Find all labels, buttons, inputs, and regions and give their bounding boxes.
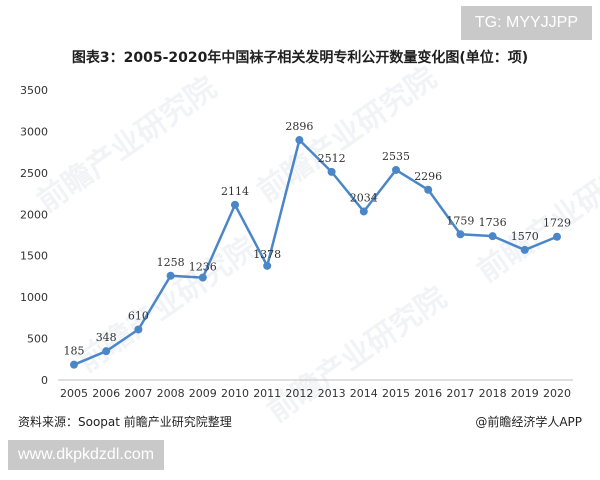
data-point (327, 167, 336, 176)
y-tick-label: 1500 (20, 250, 48, 263)
data-label: 348 (96, 331, 117, 344)
x-tick-label: 2008 (157, 387, 185, 400)
y-tick-label: 500 (27, 333, 48, 346)
y-tick-label: 3500 (20, 84, 48, 97)
x-tick-label: 2014 (350, 387, 378, 400)
data-point (231, 200, 239, 209)
data-label: 1759 (446, 214, 474, 227)
data-point (70, 360, 78, 369)
data-point (359, 207, 368, 216)
y-tick-label: 2000 (20, 208, 48, 221)
x-tick-label: 2017 (446, 387, 474, 400)
data-point (295, 136, 304, 145)
data-label: 2535 (382, 150, 410, 163)
data-point (520, 245, 529, 254)
x-tick-label: 2006 (92, 387, 120, 400)
data-label: 2512 (318, 152, 346, 165)
data-point (553, 232, 561, 241)
data-label: 1736 (479, 216, 507, 229)
data-label: 2034 (350, 191, 378, 204)
x-tick-label: 2020 (543, 387, 571, 400)
channel-tag: TG: MYYJJPP (460, 6, 592, 40)
series-line (73, 138, 558, 366)
source-note: 资料来源：Soopat 前瞻产业研究院整理 (18, 415, 232, 429)
x-tick-label: 2018 (479, 387, 507, 400)
data-label: 2296 (414, 170, 442, 183)
data-label: 1258 (157, 256, 185, 269)
x-tick-label: 2013 (318, 387, 346, 400)
site-url: www.dkpkdzdl.com (8, 440, 165, 470)
y-tick-label: 3000 (20, 125, 48, 138)
data-point (488, 232, 497, 241)
data-label: 1570 (511, 230, 539, 243)
data-point (456, 230, 465, 239)
x-tick-label: 2009 (189, 387, 217, 400)
data-label: 2896 (285, 120, 313, 133)
credit-note: @前瞻经济学人APP (475, 415, 582, 429)
data-label: 1729 (543, 217, 571, 230)
data-point (134, 325, 143, 334)
x-tick-label: 2011 (253, 387, 281, 400)
data-label: 1236 (189, 261, 217, 274)
y-tick-label: 2500 (20, 167, 48, 180)
data-point (392, 165, 400, 174)
x-tick-label: 2015 (382, 387, 410, 400)
x-tick-label: 2016 (414, 387, 442, 400)
data-point (102, 347, 111, 356)
data-label: 185 (64, 345, 85, 358)
x-tick-label: 2007 (124, 387, 152, 400)
y-tick-label: 0 (41, 374, 48, 387)
data-point (424, 185, 433, 194)
data-point (166, 271, 175, 280)
data-point (198, 273, 207, 282)
data-label: 2114 (221, 185, 249, 198)
x-tick-label: 2010 (221, 387, 249, 400)
data-label: 1378 (253, 248, 281, 261)
x-tick-label: 2012 (285, 387, 313, 400)
x-tick-label: 2019 (511, 387, 539, 400)
chart-title: 图表3：2005-2020年中国袜子相关发明专利公开数量变化图(单位：项) (71, 50, 529, 66)
data-point (263, 261, 272, 270)
y-tick-label: 1000 (20, 291, 48, 304)
x-tick-label: 2005 (60, 387, 88, 400)
data-label: 610 (128, 309, 149, 322)
